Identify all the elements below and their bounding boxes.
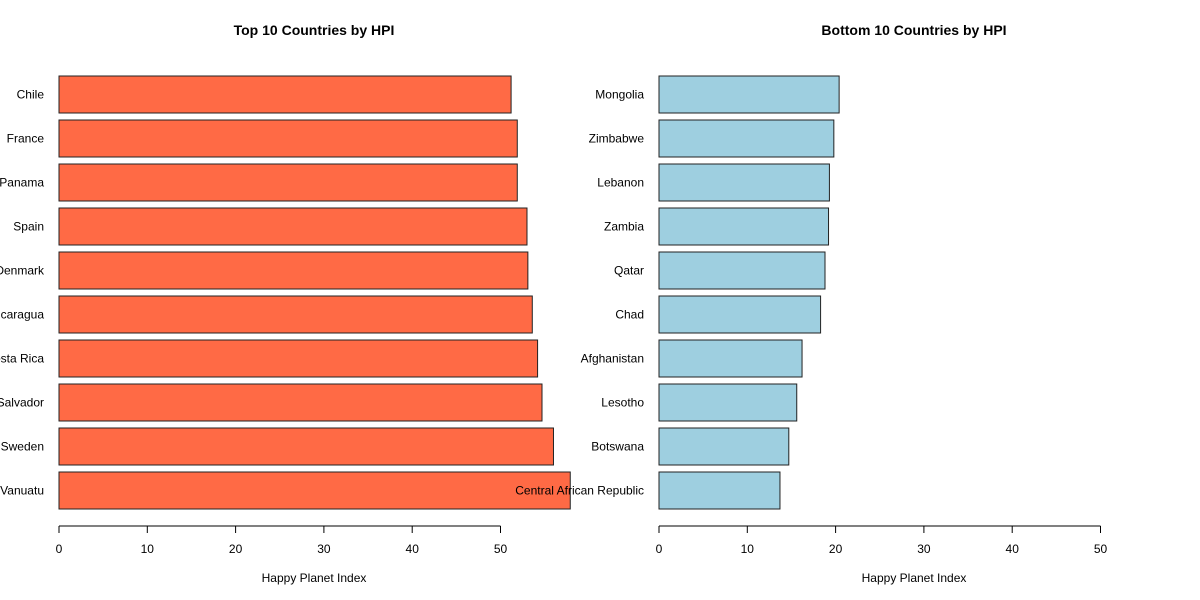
bar: [658, 119, 835, 158]
bars-bottom: [658, 75, 840, 510]
bar: [58, 119, 518, 158]
category-label: Zimbabwe: [589, 132, 645, 146]
bar: [58, 339, 539, 378]
bar: [658, 471, 781, 510]
category-label: Denmark: [0, 264, 45, 278]
category-label: France: [7, 132, 45, 146]
category-label: Nicaragua: [0, 308, 44, 322]
bar: [58, 207, 528, 246]
x-tick-label: 50: [1094, 542, 1108, 556]
bar: [58, 295, 533, 334]
x-tick-label: 30: [917, 542, 931, 556]
chart-title-top: Top 10 Countries by HPI: [234, 22, 395, 38]
x-tick-label: 40: [1006, 542, 1020, 556]
x-tick-label: 30: [317, 542, 331, 556]
category-label: Lebanon: [597, 176, 644, 190]
category-label: Lesotho: [601, 396, 644, 410]
bar: [58, 427, 554, 466]
bars-top: [58, 75, 571, 510]
bar: [658, 207, 830, 246]
category-label: Chile: [17, 88, 45, 102]
bar: [658, 339, 803, 378]
bar: [658, 163, 830, 202]
x-tick-label: 50: [494, 542, 508, 556]
bar: [658, 75, 840, 114]
x-tick-label: 20: [229, 542, 243, 556]
bar: [58, 251, 529, 290]
x-axis-bottom: 0 10 20 30 40 50: [656, 525, 1108, 556]
category-label: Zambia: [604, 220, 644, 234]
category-label: Vanuatu: [0, 484, 44, 498]
x-axis-label-top: Happy Planet Index: [262, 571, 367, 585]
category-label: Costa Rica: [0, 352, 44, 366]
category-labels-top: Chile France Panama Spain Denmark Nicaragua Co…: [0, 88, 45, 498]
category-label: Mongolia: [595, 88, 644, 102]
top-10-panel: Top 10 Countries by HPI Happy Planet Ind…: [0, 22, 571, 585]
category-label: Panama: [0, 176, 44, 190]
chart-title-bottom: Bottom 10 Countries by HPI: [821, 22, 1006, 38]
bar: [58, 163, 518, 202]
x-axis-label-bottom: Happy Planet Index: [862, 571, 967, 585]
bar: [658, 295, 822, 334]
x-tick-label: 10: [141, 542, 155, 556]
category-label: Qatar: [614, 264, 644, 278]
x-tick-label: 40: [406, 542, 420, 556]
category-label: Central African Republic: [515, 484, 644, 498]
bar: [58, 471, 571, 510]
category-label: Chad: [615, 308, 644, 322]
bar: [58, 383, 543, 422]
x-tick-label: 10: [741, 542, 755, 556]
category-label: Sweden: [1, 440, 44, 454]
bar: [658, 383, 798, 422]
bottom-10-panel: Bottom 10 Countries by HPI Happy Planet …: [515, 22, 1107, 585]
bar: [58, 75, 512, 114]
x-tick-label: 20: [829, 542, 843, 556]
category-label: Botswana: [591, 440, 644, 454]
category-label: El Salvador: [0, 396, 44, 410]
category-label: Afghanistan: [581, 352, 644, 366]
category-labels-bottom: Mongolia Zimbabwe Lebanon Zambia Qatar Chad Af…: [515, 88, 644, 498]
x-tick-label: 0: [656, 542, 663, 556]
category-label: Spain: [13, 220, 44, 234]
x-axis-top: 0 10 20 30 40 50: [56, 525, 508, 556]
bar: [658, 427, 790, 466]
bar: [658, 251, 826, 290]
x-tick-label: 0: [56, 542, 63, 556]
